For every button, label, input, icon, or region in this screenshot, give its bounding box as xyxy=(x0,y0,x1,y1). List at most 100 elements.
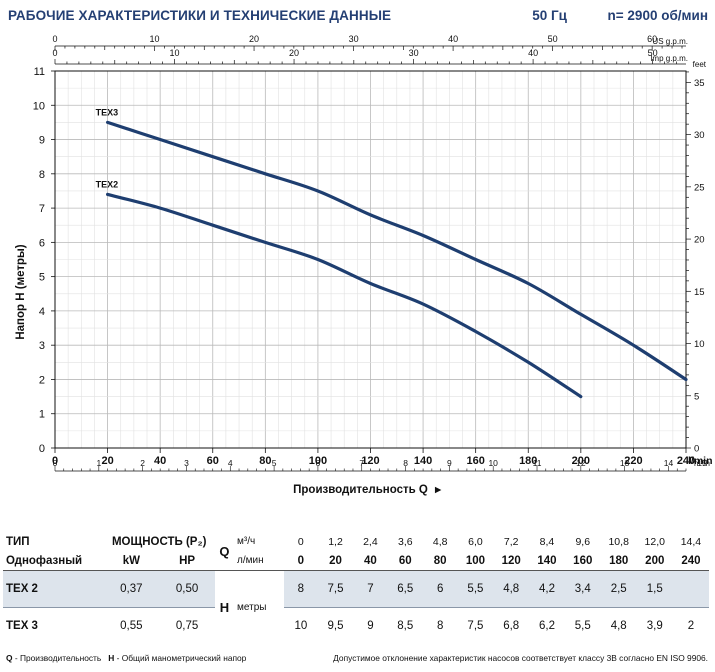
table-header-row-lmin: Однофазный kW HP л/мин 0 20 40 60 80 100 120 140 160… xyxy=(3,551,709,571)
h-value-cell: 6,2 xyxy=(538,620,555,632)
chart-series: TEX3 TEX2 xyxy=(96,107,688,399)
feet-tick-label: 30 xyxy=(694,130,705,141)
q-lmin-cell: 240 xyxy=(681,554,701,567)
row-type: TEX 2 xyxy=(6,583,38,595)
row-type: TEX 3 xyxy=(6,620,38,632)
imp-gpm-label: Imp g.p.m. xyxy=(650,54,688,63)
m3h-tick-label: 2 xyxy=(140,458,145,468)
series-label-tex2: TEX2 xyxy=(96,179,119,189)
x-tick-label: 40 xyxy=(154,455,166,467)
m3h-tick-label: 6 xyxy=(316,458,321,468)
x-tick-label: 200 xyxy=(572,455,590,467)
y-tick-label: 3 xyxy=(39,340,45,352)
y-tick-label: 2 xyxy=(39,374,45,386)
h-value-cell: 8,5 xyxy=(397,620,414,632)
y-tick-label: 1 xyxy=(39,409,45,421)
h-value-cell: 2 xyxy=(687,620,695,632)
header-hp: HP xyxy=(179,554,196,567)
imp-gpm-tick-label: 20 xyxy=(289,48,299,58)
h-value-cell xyxy=(673,571,709,608)
us-gpm-tick-label: 20 xyxy=(249,34,259,44)
h-value-cell: 4,8 xyxy=(610,620,627,632)
q-m3h-cell: 4,8 xyxy=(432,535,448,548)
q-m3h-cell: 10,8 xyxy=(608,535,629,548)
m3h-tick-label: 12 xyxy=(576,458,586,468)
m3h-tick-label: 9 xyxy=(447,458,452,468)
imp-gpm-tick-label: 10 xyxy=(170,48,180,58)
imp-gpm-tick-label: 40 xyxy=(528,48,538,58)
feet-tick-label: 15 xyxy=(694,287,705,298)
row-hp: 0,75 xyxy=(175,620,199,632)
performance-chart: 0 20 40 60 80 100 120 140 160 180 200 220 240l/min01… xyxy=(15,34,713,496)
h-key: H xyxy=(108,653,115,663)
h-symbol: H xyxy=(214,570,235,644)
feet-tick-label: 0 xyxy=(694,444,699,455)
m3h-tick-label: 7 xyxy=(359,458,364,468)
h-value-cell: 1,5 xyxy=(646,583,663,595)
q-m3h-cell: 1,2 xyxy=(328,535,343,548)
x-tick-label: 120 xyxy=(361,455,379,467)
q-m3h-cell: 12,0 xyxy=(644,535,665,548)
q-m3h-cell: 9,6 xyxy=(575,535,591,548)
page-title: РАБОЧИЕ ХАРАКТЕРИСТИКИ И ТЕХНИЧЕСКИЕ ДАН… xyxy=(8,8,392,23)
m3h-tick-label: 0 xyxy=(53,458,58,468)
us-gpm-label: US g.p.m. xyxy=(652,37,688,46)
q-lmin-cell: 80 xyxy=(433,554,447,567)
h-desc: - Общий манометрический напор xyxy=(114,653,247,663)
x-axis-arrow: ▸ xyxy=(434,484,442,496)
m3h-tick-label: 14 xyxy=(664,458,674,468)
q-lmin-cell: 180 xyxy=(609,554,629,567)
q-m3h-cell: 3,6 xyxy=(397,535,413,548)
x-tick-label: 140 xyxy=(414,455,432,467)
q-lmin-cell: 60 xyxy=(398,554,412,567)
h-value-cell: 3,9 xyxy=(646,620,663,632)
m3h-tick-label: 13 xyxy=(620,458,630,468)
imp-gpm-tick-label: 50 xyxy=(648,48,658,58)
q-lmin-cell: 120 xyxy=(501,554,521,567)
header-power: МОЩНОСТЬ (P₂) xyxy=(111,535,207,548)
q-key: Q xyxy=(6,653,13,663)
feet-tick-label: 20 xyxy=(694,235,705,246)
q-m3h-cell: 0 xyxy=(297,535,304,548)
h-value-cell: 8 xyxy=(436,620,444,632)
x-tick-label: 0 xyxy=(52,455,58,467)
feet-tick-label: 25 xyxy=(694,182,705,193)
q-lmin-cell: 100 xyxy=(465,554,486,567)
row-hp: 0,50 xyxy=(175,583,199,595)
h-value-cell: 5,5 xyxy=(574,620,591,632)
q-lmin-cell: 140 xyxy=(537,554,557,567)
h-value-cell: 9 xyxy=(367,620,374,632)
x-tick-label: 240 xyxy=(677,455,695,467)
q-m3h-cell: 2,4 xyxy=(363,535,378,548)
q-lmin-cell: 200 xyxy=(645,554,665,567)
h-value-cell: 8 xyxy=(297,583,305,595)
h-value-cell: 4,2 xyxy=(538,583,555,595)
y-tick-label: 8 xyxy=(39,169,45,181)
q-lmin-cell: 160 xyxy=(573,554,593,567)
y-tick-label: 4 xyxy=(39,306,45,318)
h-value-cell: 6,5 xyxy=(397,583,414,595)
q-desc: - Производительность xyxy=(12,653,102,663)
y-axis-title: Напор H (метры) xyxy=(15,244,27,339)
q-unit-lmin: л/мин xyxy=(237,555,264,566)
x-tick-label: 60 xyxy=(207,455,219,467)
header-phase: Однофазный xyxy=(6,554,83,567)
q-lmin-cell: 40 xyxy=(364,554,377,567)
frequency-label: 50 Гц xyxy=(532,8,567,23)
feet-label: feet xyxy=(693,60,707,69)
x-tick-label: 80 xyxy=(259,455,271,467)
us-gpm-tick-label: 0 xyxy=(52,34,57,44)
h-value-cell: 7,5 xyxy=(467,620,484,632)
h-value-cell: 9,5 xyxy=(327,620,344,632)
feet-tick-label: 35 xyxy=(694,78,705,89)
h-value-cell: 3,4 xyxy=(574,583,591,595)
legend-note: Q - Производительность H - Общий маномет… xyxy=(6,653,246,663)
tolerance-note: Допустимое отклонение характеристик насо… xyxy=(333,653,708,663)
m3h-tick-label: 1 xyxy=(96,458,101,468)
row-kw: 0,37 xyxy=(120,583,143,595)
table-row-tex3: TEX 3 0,55 0,75 10 9,5 9 8,5 8 7,5 6,8 6,2 5,5 4,8 3,… xyxy=(3,608,709,645)
h-value-cell: 6,8 xyxy=(503,620,520,632)
q-lmin-cell: 20 xyxy=(329,554,342,567)
